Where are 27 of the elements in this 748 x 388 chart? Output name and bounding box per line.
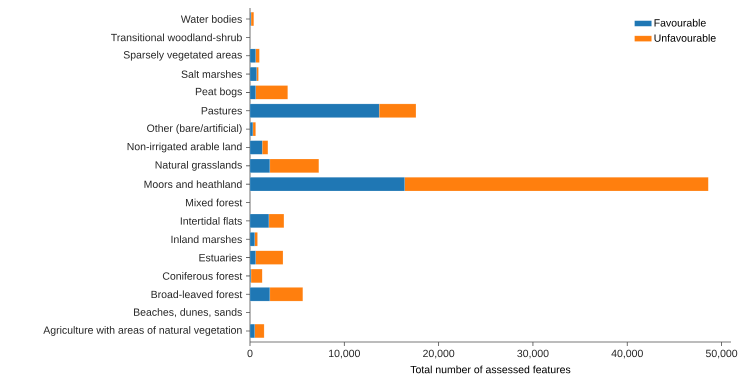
- y-tick-label: Moors and heathland: [144, 180, 242, 188]
- x-tick-label: 50,000: [706, 350, 738, 358]
- y-tick-label: Non-irrigated arable land: [128, 142, 242, 152]
- y-tick-label: Estuaries: [199, 254, 242, 262]
- y-tick-label: Peat bogs: [196, 88, 242, 98]
- y-tick-label: Natural grasslands: [156, 160, 242, 171]
- x-tick-label: 20,000: [423, 350, 454, 358]
- y-tick-label: Coniferous forest: [162, 272, 242, 280]
- y-tick-label: Salt marshes: [182, 70, 242, 78]
- x-axis-title: Total number of assessed features: [410, 366, 570, 374]
- y-tick-label: Other (bare/artificial): [147, 124, 242, 134]
- y-tick-label: Inland marshes: [171, 235, 242, 244]
- y-tick-label: Broad-leaved forest: [152, 290, 242, 298]
- y-tick-label: Transitional woodland-shrub: [111, 34, 242, 42]
- x-tick-label: 40,000: [611, 350, 643, 358]
- y-tick-label: Sparsely vegetated areas: [124, 50, 242, 61]
- y-tick-label: Pastures: [202, 107, 242, 114]
- y-tick-label: Beaches, dunes, sands: [134, 308, 242, 318]
- x-tick-label: 0: [247, 350, 253, 358]
- x-tick-label: 10,000: [329, 350, 360, 358]
- legend-label: Unfavourable: [654, 34, 716, 42]
- y-tick-label: Agriculture with areas of natural vegetation: [43, 326, 242, 336]
- y-tick-label: Water bodies: [180, 15, 242, 23]
- y-tick-label: Mixed forest: [186, 198, 242, 206]
- x-tick-label: 30,000: [517, 350, 549, 358]
- y-tick-label: Intertidal flats: [180, 217, 242, 225]
- legend-label: Favourable: [654, 18, 706, 27]
